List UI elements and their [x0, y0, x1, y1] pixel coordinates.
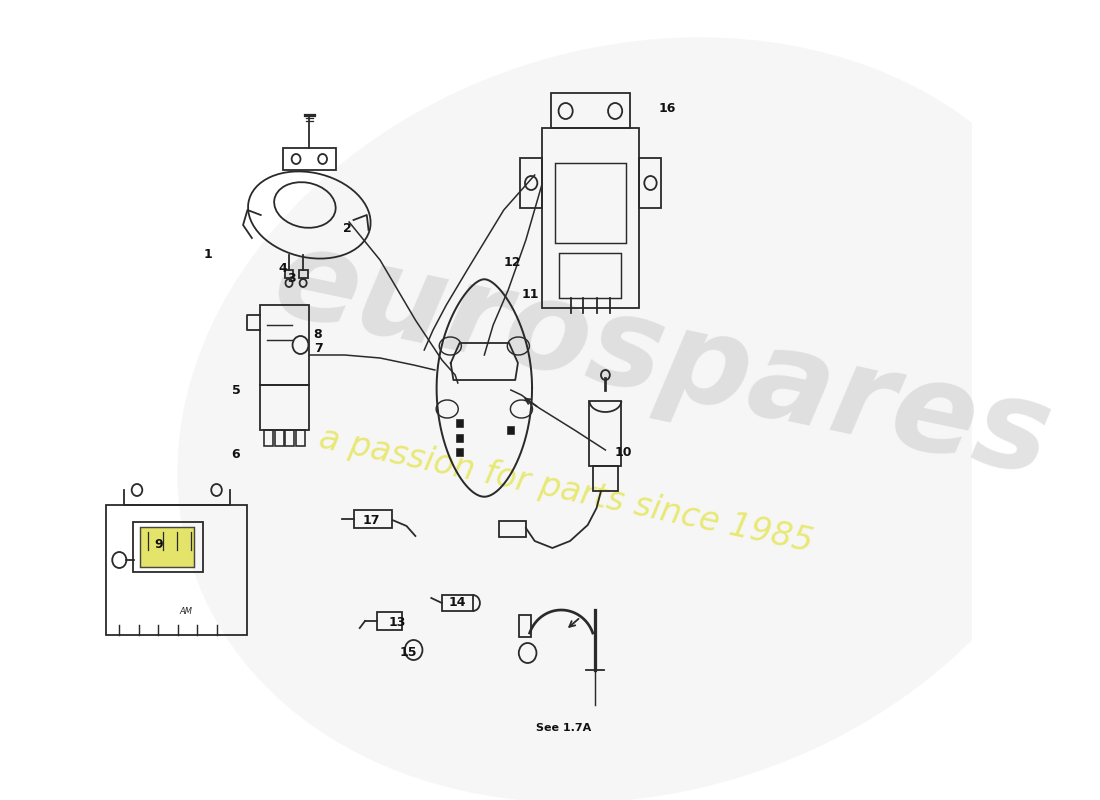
Bar: [106, 505, 248, 635]
Text: eurospares: eurospares: [264, 218, 1062, 502]
Bar: [260, 385, 309, 430]
Bar: [275, 430, 284, 446]
Text: 6: 6: [232, 449, 240, 462]
Bar: [556, 163, 626, 243]
Bar: [442, 595, 473, 611]
Text: 11: 11: [521, 289, 539, 302]
Ellipse shape: [177, 38, 1096, 800]
Text: 17: 17: [362, 514, 380, 526]
Text: 13: 13: [389, 615, 406, 629]
Bar: [456, 419, 463, 427]
Text: 4: 4: [278, 262, 287, 274]
Bar: [377, 612, 403, 630]
Bar: [593, 466, 618, 491]
Bar: [639, 158, 661, 208]
Bar: [560, 253, 621, 298]
Text: 1: 1: [204, 249, 212, 262]
Bar: [590, 401, 621, 466]
Text: 16: 16: [659, 102, 675, 114]
Text: 2: 2: [343, 222, 352, 234]
Text: 12: 12: [504, 255, 521, 269]
Bar: [286, 430, 295, 446]
Bar: [507, 426, 515, 434]
Text: 14: 14: [448, 597, 465, 610]
Bar: [285, 270, 294, 278]
Bar: [299, 270, 308, 278]
Text: 7: 7: [314, 342, 322, 354]
Text: 3: 3: [287, 271, 296, 285]
Bar: [296, 430, 305, 446]
Bar: [519, 615, 531, 637]
Bar: [283, 148, 336, 170]
Text: 9: 9: [155, 538, 163, 551]
Bar: [264, 430, 273, 446]
Text: 10: 10: [614, 446, 631, 459]
Bar: [133, 522, 204, 572]
Bar: [551, 93, 630, 128]
Text: See 1.7A: See 1.7A: [537, 723, 592, 733]
Bar: [353, 510, 393, 528]
Text: a passion for parts since 1985: a passion for parts since 1985: [316, 422, 815, 558]
Text: 15: 15: [399, 646, 417, 658]
Text: 5: 5: [232, 383, 240, 397]
Bar: [542, 128, 639, 308]
Bar: [260, 305, 309, 385]
Text: AM: AM: [179, 607, 192, 617]
Text: 8: 8: [314, 329, 322, 342]
Bar: [456, 448, 463, 456]
Bar: [456, 434, 463, 442]
Bar: [140, 527, 195, 567]
Bar: [499, 521, 526, 537]
Bar: [519, 158, 542, 208]
